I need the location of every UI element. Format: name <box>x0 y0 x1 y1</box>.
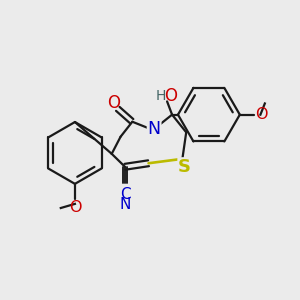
Text: C: C <box>120 188 130 202</box>
Text: O: O <box>164 87 177 105</box>
Text: S: S <box>178 158 191 176</box>
Text: H: H <box>155 89 166 103</box>
Text: N: N <box>148 119 161 137</box>
Text: N: N <box>119 197 131 212</box>
Text: O: O <box>108 94 121 112</box>
Text: O: O <box>255 107 268 122</box>
Text: O: O <box>69 200 81 215</box>
